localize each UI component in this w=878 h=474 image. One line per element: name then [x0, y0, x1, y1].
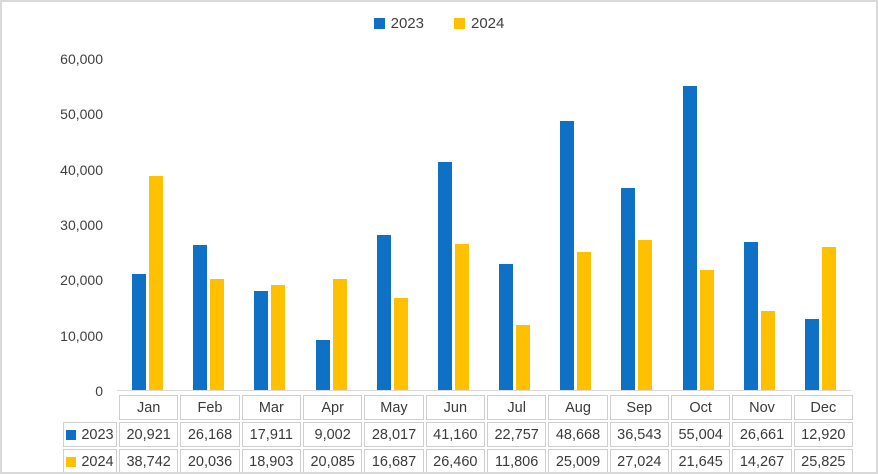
- bar-2023-mar[interactable]: [254, 291, 269, 390]
- bar-2023-apr[interactable]: [315, 340, 330, 390]
- bar-2023-nov[interactable]: [743, 242, 758, 390]
- table-row-label-text: 2023: [81, 426, 114, 443]
- y-axis-label: 50,000: [60, 106, 103, 123]
- legend-item-2024[interactable]: 2024: [454, 15, 504, 32]
- y-axis-label: 30,000: [60, 217, 103, 233]
- legend-label: 2024: [471, 15, 505, 32]
- y-axis-label: 0: [95, 383, 103, 399]
- category-nov: [729, 59, 790, 390]
- table-cell-2023-apr: 9,002: [302, 422, 363, 447]
- bar-2024-jul[interactable]: [516, 325, 531, 390]
- table-cell-2023-jun: 41,160: [425, 422, 485, 447]
- bar-2023-oct[interactable]: [682, 86, 697, 390]
- category-mar: [239, 59, 300, 390]
- y-axis-label: 60,000: [60, 51, 103, 67]
- table-header-sep: Sep: [609, 395, 669, 420]
- table-cell-2024-dec: 25,825: [793, 449, 853, 472]
- bar-2024-sep[interactable]: [638, 240, 653, 390]
- bar-2024-nov[interactable]: [760, 311, 775, 390]
- y-axis-label: 10,000: [60, 327, 103, 344]
- bar-2023-jul[interactable]: [499, 264, 514, 390]
- table-cell-2024-jul: 11,806: [486, 449, 547, 472]
- table-cell-2023-jul: 22,757: [486, 422, 547, 447]
- table-cell-2023-jan: 20,921: [119, 422, 179, 447]
- legend-key-icon: [66, 456, 77, 467]
- category-apr: [301, 59, 362, 390]
- chart-data-table: Jan Feb Mar Apr May Jun Jul Aug Sep Oct Nov Dec 2023…: [63, 395, 853, 472]
- table-cell-2024-sep: 27,024: [609, 449, 669, 472]
- table-header-feb: Feb: [180, 395, 240, 420]
- table-header-mar: Mar: [241, 395, 301, 420]
- table-header-nov: Nov: [732, 395, 792, 420]
- bar-2024-jun[interactable]: [454, 244, 469, 390]
- legend-key-icon: [66, 429, 77, 440]
- table-cell-2023-aug: 48,668: [548, 422, 608, 447]
- table-row-label-2023: 2023: [63, 422, 117, 447]
- bar-2024-apr[interactable]: [332, 279, 347, 390]
- table-header-dec: Dec: [793, 395, 853, 420]
- legend-item-2023[interactable]: 2023: [373, 15, 424, 32]
- table-cell-2024-jan: 38,742: [119, 449, 179, 472]
- chart-legend: 2023 2024: [2, 15, 876, 32]
- bar-2024-aug[interactable]: [577, 252, 592, 390]
- category-aug: [545, 59, 606, 390]
- table-row-label-text: 2024: [81, 453, 114, 470]
- y-axis-label: 40,000: [60, 161, 103, 178]
- table-cell-2023-nov: 26,661: [732, 422, 792, 447]
- category-oct: [668, 59, 729, 390]
- table-header-apr: Apr: [302, 395, 363, 420]
- table-header-aug: Aug: [548, 395, 608, 420]
- bar-2024-jan[interactable]: [149, 176, 164, 390]
- bar-2023-may[interactable]: [376, 235, 391, 390]
- bar-2023-dec[interactable]: [804, 319, 819, 390]
- table-header-jan: Jan: [119, 395, 179, 420]
- bar-2023-aug[interactable]: [560, 121, 575, 390]
- table-cell-2024-jun: 26,460: [425, 449, 485, 472]
- bar-2023-feb[interactable]: [193, 245, 208, 390]
- table-header-jul: Jul: [486, 395, 547, 420]
- category-jun: [423, 59, 484, 390]
- bar-2024-dec[interactable]: [821, 247, 836, 390]
- table-header-jun: Jun: [425, 395, 485, 420]
- table-cell-2023-dec: 12,920: [793, 422, 853, 447]
- bar-2023-sep[interactable]: [621, 188, 636, 390]
- legend-key-icon: [454, 18, 465, 29]
- bar-2024-oct[interactable]: [699, 270, 714, 390]
- table-cell-2024-nov: 14,267: [732, 449, 792, 472]
- table-cell-2024-apr: 20,085: [302, 449, 363, 472]
- table-cell-2024-mar: 18,903: [241, 449, 301, 472]
- legend-key-icon: [373, 18, 385, 29]
- table-cell-2023-mar: 17,911: [241, 422, 301, 447]
- table-cell-2023-feb: 26,168: [180, 422, 240, 447]
- category-may: [362, 59, 423, 390]
- table-cell-2023-oct: 55,004: [670, 422, 731, 447]
- table-cell-2024-oct: 21,645: [670, 449, 731, 472]
- table-header-may: May: [364, 395, 424, 420]
- plot-area: [117, 59, 851, 391]
- bar-2023-jun[interactable]: [437, 162, 452, 390]
- table-cell-2024-aug: 25,009: [548, 449, 608, 472]
- bar-2024-may[interactable]: [393, 298, 408, 390]
- legend-label: 2023: [390, 15, 424, 32]
- bar-2024-mar[interactable]: [271, 285, 286, 390]
- category-dec: [790, 59, 851, 390]
- bar-2023-jan[interactable]: [132, 274, 147, 390]
- y-axis-label: 20,000: [60, 272, 103, 289]
- category-jul: [484, 59, 545, 390]
- category-feb: [178, 59, 239, 390]
- table-cell-2023-may: 28,017: [364, 422, 424, 447]
- category-jan: [117, 59, 178, 390]
- table-header-oct: Oct: [670, 395, 731, 420]
- category-sep: [606, 59, 667, 390]
- table-cell-2023-sep: 36,543: [609, 422, 669, 447]
- table-cell-2024-may: 16,687: [364, 449, 424, 472]
- table-cell-2024-feb: 20,036: [180, 449, 240, 472]
- bar-2024-feb[interactable]: [210, 279, 225, 390]
- table-row-label-2024: 2024: [63, 449, 117, 472]
